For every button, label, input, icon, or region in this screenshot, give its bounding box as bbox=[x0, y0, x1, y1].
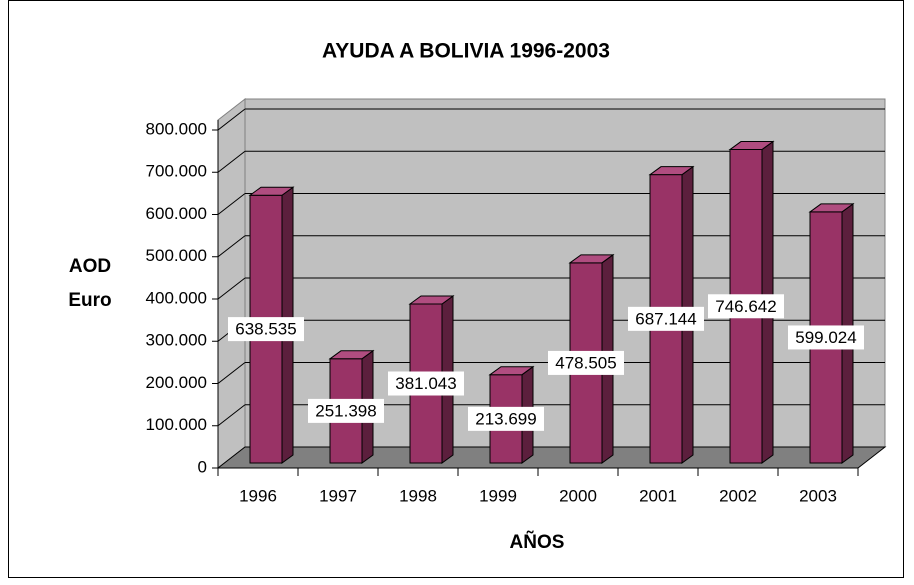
data-label-box bbox=[708, 294, 784, 319]
x-tick-label: 1999 bbox=[479, 486, 517, 505]
x-tick-label: 2002 bbox=[719, 486, 757, 505]
x-tick-label: 1997 bbox=[319, 486, 357, 505]
data-label-box bbox=[308, 398, 384, 423]
data-label-box bbox=[228, 317, 304, 342]
data-label-box bbox=[788, 325, 864, 350]
grid-line bbox=[217, 235, 246, 258]
bar-face bbox=[728, 141, 775, 151]
y-tick-label: 500.000 bbox=[146, 246, 207, 265]
bar-face bbox=[328, 350, 375, 360]
floor bbox=[216, 446, 887, 469]
data-label: 599.024 bbox=[795, 328, 856, 347]
bar-face bbox=[248, 186, 295, 196]
grid-line bbox=[217, 277, 246, 300]
y-tick-label: 200.000 bbox=[146, 373, 207, 392]
data-label-box bbox=[548, 350, 624, 375]
bar-face bbox=[568, 254, 615, 264]
y-tick-label: 0 bbox=[198, 457, 207, 476]
bar-face bbox=[488, 366, 535, 376]
chart-title: AYUDA A BOLIVIA 1996-2003 bbox=[322, 40, 610, 63]
data-label-box bbox=[628, 306, 704, 331]
x-tick-label: 2003 bbox=[799, 486, 837, 505]
grid-line bbox=[217, 108, 246, 131]
data-label: 478.505 bbox=[555, 353, 616, 372]
data-label: 381.043 bbox=[395, 374, 456, 393]
data-label: 638.535 bbox=[235, 320, 296, 339]
bar-face bbox=[408, 295, 455, 305]
y-tick-label: 800.000 bbox=[146, 119, 207, 138]
x-tick-label: 1998 bbox=[399, 486, 437, 505]
grid-line bbox=[217, 404, 246, 427]
x-tick-label: 1996 bbox=[239, 486, 277, 505]
data-label: 746.642 bbox=[715, 297, 776, 316]
y-axis-label: AOD Euro bbox=[68, 256, 112, 311]
y-tick-label: 300.000 bbox=[146, 331, 207, 350]
data-label-box bbox=[468, 406, 544, 431]
y-tick-label: 100.000 bbox=[146, 415, 207, 434]
data-label: 213.699 bbox=[475, 409, 536, 428]
data-label: 687.144 bbox=[635, 309, 696, 328]
y-tick-label: 700.000 bbox=[146, 162, 207, 181]
grid-line bbox=[217, 193, 246, 215]
x-tick-label: 2000 bbox=[559, 486, 597, 505]
data-label: 251.398 bbox=[315, 401, 376, 420]
x-tick-label: 2001 bbox=[639, 486, 677, 505]
grid-line bbox=[217, 362, 246, 384]
bar bbox=[408, 295, 455, 464]
data-label-box bbox=[388, 371, 464, 396]
x-axis-label: AÑOS bbox=[510, 531, 565, 553]
bar-face bbox=[808, 203, 855, 213]
y-tick-label: 600.000 bbox=[146, 204, 207, 223]
grid-line bbox=[217, 150, 246, 173]
y-tick-label: 400.000 bbox=[146, 288, 207, 307]
bar-face bbox=[648, 166, 695, 176]
